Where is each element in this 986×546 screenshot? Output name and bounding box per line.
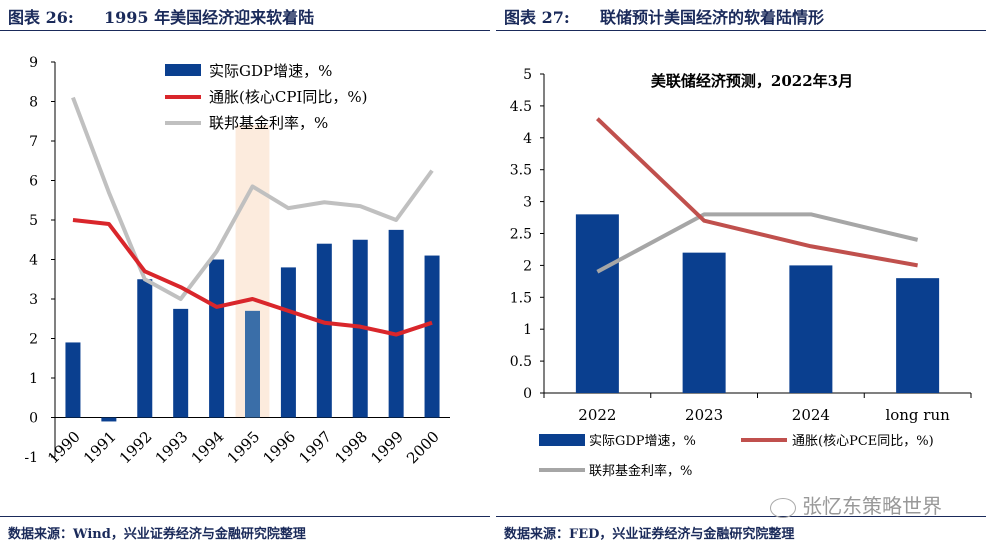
y-tick-label: 2.5 bbox=[510, 227, 532, 243]
y-tick-label: 3.5 bbox=[510, 163, 532, 179]
gdp-bar-2023 bbox=[682, 252, 726, 393]
right-source-note: 数据来源：FED，兴业证券经济与金融研究院整理 bbox=[504, 527, 795, 542]
right-panel-title-text: 联储预计美国经济的软着陆情形 bbox=[600, 8, 825, 27]
gdp-bar-1990 bbox=[65, 342, 81, 418]
y-tick-label: 1 bbox=[523, 322, 532, 338]
right-panel: 图表 27: 联储预计美国经济的软着陆情形 美联储经济预测，2022年3月 0 0.5… bbox=[496, 0, 986, 546]
gdp-bar-long run bbox=[896, 278, 940, 393]
x-tick-label: 1995 bbox=[224, 428, 264, 468]
gdp-bar-1991 bbox=[101, 417, 117, 422]
gdp-bar-1993 bbox=[173, 308, 189, 418]
y-tick-label: 8 bbox=[29, 95, 38, 111]
legend-label-ffr: 联邦基金利率，% bbox=[209, 114, 328, 132]
x-tick-label: 1994 bbox=[188, 428, 228, 468]
legend-label-gdp: 实际GDP增速，% bbox=[209, 62, 332, 80]
right-title-rule bbox=[496, 30, 986, 31]
left-source-rule bbox=[0, 516, 490, 517]
left-panel-label: 图表 26: bbox=[8, 8, 74, 27]
x-tick-label: 1992 bbox=[116, 428, 156, 468]
chart-1995-soft-landing: -1 0 1 2 3 4 5 6 7 8 9 1990199119921993199419951996… bbox=[24, 55, 450, 468]
x-tick-label: 2000 bbox=[403, 428, 443, 468]
gdp-bar-1992 bbox=[137, 279, 153, 418]
y-tick-label: 4.5 bbox=[510, 99, 532, 115]
legend-label-cpi: 通胀(核心CPI同比，%) bbox=[209, 88, 367, 106]
x-tick-label: 2024 bbox=[792, 406, 830, 424]
y-tick-label: 0.5 bbox=[510, 354, 532, 370]
gdp-bar-1999 bbox=[388, 229, 404, 418]
watermark: 张忆东策略世界 bbox=[770, 490, 942, 519]
gdp-bar-1995 bbox=[245, 310, 260, 418]
y-tick-label: 3 bbox=[523, 195, 532, 211]
y-tick-label: -1 bbox=[24, 450, 38, 466]
gdp-bar-2022 bbox=[575, 214, 619, 393]
gdp-bar-1996 bbox=[280, 267, 296, 418]
x-tick-label: 1998 bbox=[331, 428, 371, 468]
y-tick-label: 5 bbox=[523, 67, 532, 83]
y-tick-label: 2 bbox=[523, 258, 532, 274]
legend-swatch-gdp bbox=[165, 64, 201, 76]
fed-funds-rate-line bbox=[596, 212, 919, 274]
y-tick-label: 0 bbox=[29, 411, 38, 427]
watermark-text: 张忆东策略世界 bbox=[802, 494, 942, 518]
gdp-bar-2000 bbox=[424, 255, 440, 418]
chart-fed-projection: 美联储经济预测，2022年3月 0 0.5 1 1.5 2 2.5 3 3.5 4 4.5 5 2022… bbox=[510, 67, 972, 479]
legend-label-gdp: 实际GDP增速，% bbox=[589, 434, 696, 449]
x-tick-label: 1996 bbox=[260, 428, 300, 468]
y-tick-label: 1 bbox=[29, 371, 38, 387]
y-tick-label: 2 bbox=[29, 332, 38, 348]
y-tick-label: 4 bbox=[29, 253, 38, 269]
right-source-rule bbox=[496, 516, 986, 517]
chart-title: 美联储经济预测，2022年3月 bbox=[651, 72, 853, 90]
y-tick-label: 6 bbox=[29, 174, 38, 190]
gdp-bar-1997 bbox=[316, 243, 332, 418]
x-tick-label: long run bbox=[885, 406, 950, 424]
left-panel-title: 图表 26: 1995 年美国经济迎来软着陆 bbox=[8, 4, 314, 28]
legend-swatch-gdp bbox=[539, 434, 585, 446]
y-tick-label: 5 bbox=[29, 213, 38, 229]
right-panel-label: 图表 27: bbox=[504, 8, 570, 27]
left-panel-title-text: 1995 年美国经济迎来软着陆 bbox=[104, 8, 315, 27]
x-tick-label: 1993 bbox=[152, 428, 192, 468]
x-tick-label: 2022 bbox=[578, 406, 616, 424]
wechat-icon bbox=[770, 497, 796, 518]
fed-funds-rate-line bbox=[71, 96, 434, 301]
x-tick-label: 1999 bbox=[367, 428, 407, 468]
left-panel: 图表 26: 1995 年美国经济迎来软着陆 -1 0 1 2 3 4 5 6 7 8 9 1990 19… bbox=[0, 0, 490, 546]
y-tick-label: 0 bbox=[523, 386, 532, 402]
y-tick-label: 9 bbox=[29, 55, 38, 71]
x-tick-label: 1990 bbox=[44, 428, 84, 468]
y-tick-label: 3 bbox=[29, 292, 38, 308]
gdp-bar-2024 bbox=[789, 265, 833, 393]
x-tick-label: 2023 bbox=[685, 406, 723, 424]
left-title-rule bbox=[0, 30, 490, 31]
gdp-bar-1994 bbox=[209, 259, 225, 418]
core-cpi-line bbox=[72, 218, 433, 337]
x-tick-label: 1997 bbox=[295, 428, 335, 468]
left-source-note: 数据来源：Wind，兴业证券经济与金融研究院整理 bbox=[8, 527, 306, 542]
right-panel-title: 图表 27: 联储预计美国经济的软着陆情形 bbox=[504, 4, 824, 28]
core-pce-line bbox=[595, 117, 918, 268]
y-tick-label: 7 bbox=[29, 134, 38, 150]
y-tick-label: 4 bbox=[523, 131, 532, 147]
legend-label-pce: 通胀(核心PCE同比，%) bbox=[792, 434, 934, 449]
legend-label-ffr: 联邦基金利率，% bbox=[589, 463, 692, 479]
y-tick-label: 1.5 bbox=[510, 290, 532, 306]
x-tick-label: 1991 bbox=[80, 428, 120, 468]
